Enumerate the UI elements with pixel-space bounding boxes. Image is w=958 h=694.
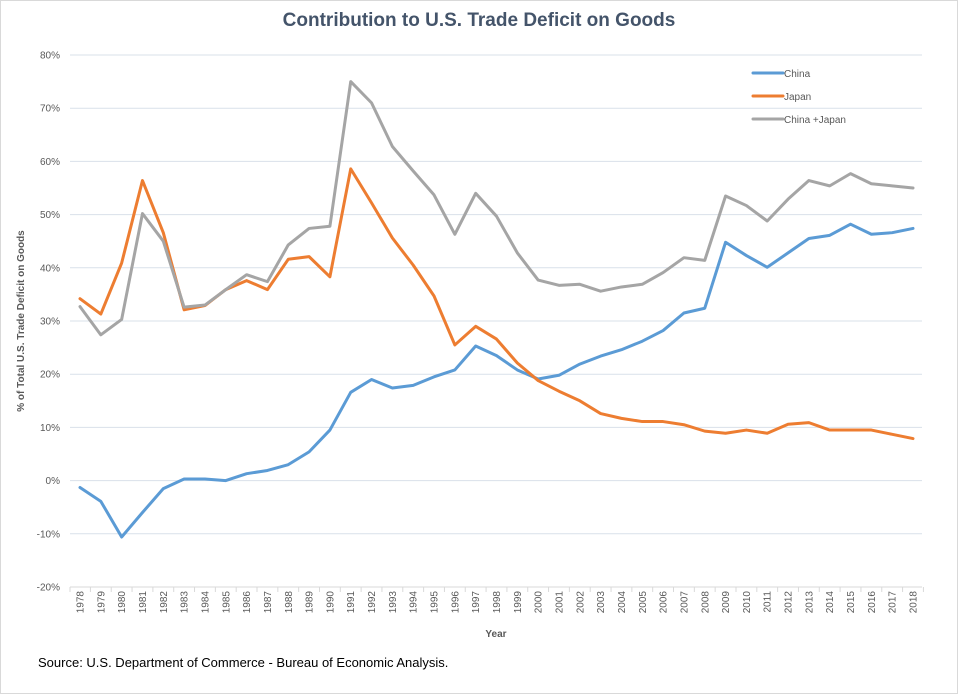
x-tick-label: 2002: [575, 591, 586, 614]
x-tick-label: 1990: [325, 591, 336, 614]
x-tick-label: 2008: [700, 591, 711, 614]
legend-label-japan: Japan: [784, 92, 811, 103]
x-tick-label: 1985: [221, 591, 232, 614]
y-tick-label: 20%: [40, 370, 60, 381]
x-tick-label: 1978: [76, 591, 87, 614]
x-tick-label: 2003: [596, 591, 607, 614]
x-tick-label: 1989: [305, 591, 316, 614]
y-tick-label: 50%: [40, 210, 60, 221]
y-tick-label: 10%: [40, 423, 60, 434]
x-tick-label: 1979: [96, 591, 107, 614]
x-tick-label: 1998: [492, 591, 503, 614]
y-tick-label: 80%: [40, 51, 60, 62]
x-tick-label: 1992: [367, 591, 378, 614]
x-tick-label: 2005: [638, 591, 649, 614]
x-tick-label: 2017: [888, 591, 899, 614]
x-tick-label: 2004: [617, 591, 628, 614]
x-tick-label: 2011: [763, 591, 774, 613]
x-tick-label: 1996: [450, 591, 461, 614]
y-tick-label: -20%: [37, 583, 60, 594]
x-tick-label: 2000: [534, 591, 545, 614]
y-tick-label: 0%: [46, 476, 61, 487]
x-tick-label: 1994: [409, 591, 420, 614]
x-tick-label: 1999: [513, 591, 524, 614]
x-tick-label: 2016: [867, 591, 878, 614]
x-tick-label: 1986: [242, 591, 253, 614]
x-tick-label: 1991: [346, 591, 357, 614]
y-tick-label: -10%: [37, 529, 60, 540]
series-line-china: [78, 222, 915, 539]
x-axis-title: Year: [485, 629, 506, 640]
x-tick-label: 1981: [138, 591, 149, 614]
x-tick-label: 1980: [117, 591, 128, 614]
x-tick-label: 2015: [846, 591, 857, 614]
x-tick-label: 2006: [659, 591, 670, 614]
x-tick-label: 1984: [200, 591, 211, 614]
x-tick-label: 2001: [554, 591, 565, 614]
x-tick-label: 2013: [804, 591, 815, 614]
x-tick-label: 1995: [430, 591, 441, 614]
x-tick-label: 1987: [263, 591, 274, 614]
x-tick-label: 1997: [471, 591, 482, 614]
x-tick-label: 1983: [180, 591, 191, 614]
x-tick-label: 2009: [721, 591, 732, 614]
y-tick-label: 70%: [40, 104, 60, 115]
x-tick-label: 2012: [784, 591, 795, 614]
legend-label-china: China: [784, 69, 811, 80]
x-tick-label: 1988: [284, 591, 295, 614]
x-tick-label: 1993: [388, 591, 399, 614]
y-tick-label: 60%: [40, 157, 60, 168]
x-tick-label: 2010: [742, 591, 753, 614]
source-note: Source: U.S. Department of Commerce - Bu…: [38, 655, 449, 670]
x-tick-label: 2014: [825, 591, 836, 614]
x-tick-label: 2018: [909, 591, 920, 614]
legend-label-china-japan: China +Japan: [784, 115, 846, 126]
y-tick-label: 30%: [40, 317, 60, 328]
chart-title: Contribution to U.S. Trade Deficit on Go…: [282, 10, 676, 31]
y-tick-label: 40%: [40, 263, 60, 274]
y-axis-title: % of Total U.S. Trade Deficit on Goods: [16, 230, 27, 412]
x-tick-label: 2007: [679, 591, 690, 614]
x-tick-label: 1982: [159, 591, 170, 614]
